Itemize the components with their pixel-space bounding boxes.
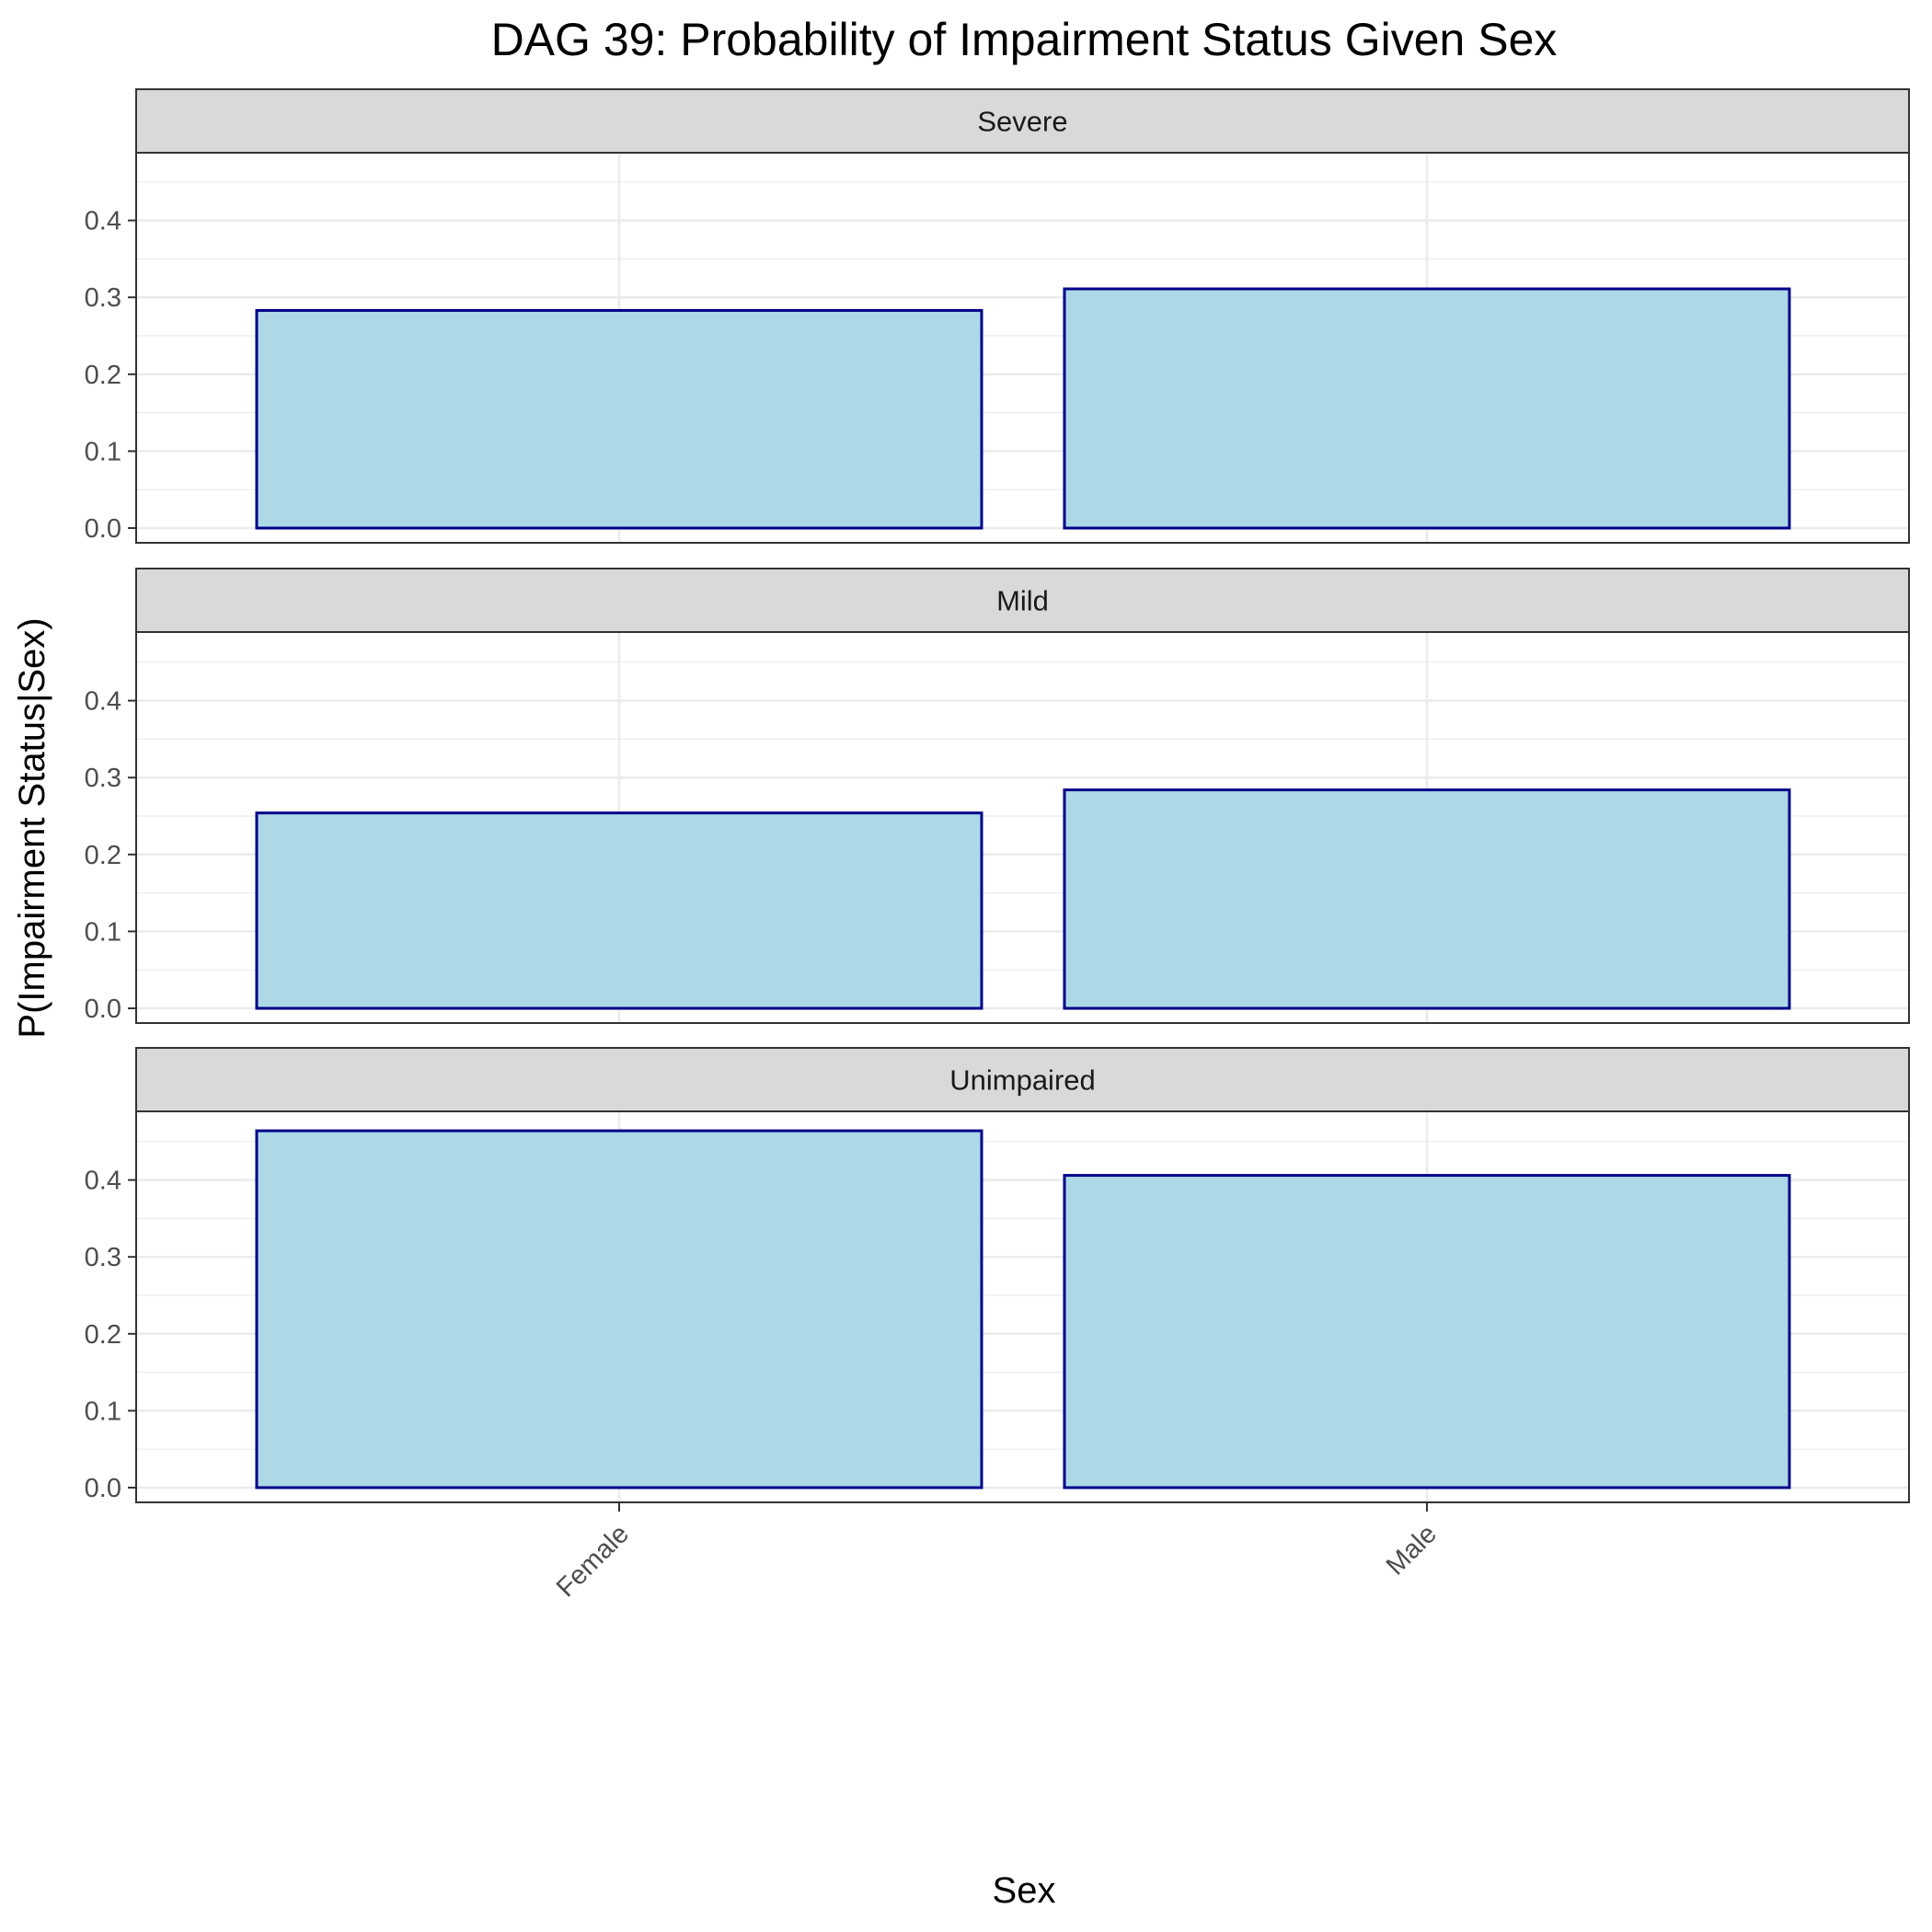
- bar-mild-female: [255, 811, 983, 1010]
- bar-unimpaired-female: [255, 1129, 983, 1489]
- bar-unimpaired-male: [1063, 1174, 1791, 1489]
- x-axis-title: Sex: [993, 1870, 1056, 1911]
- facet-strip: [135, 88, 1910, 154]
- facet-strip-label: Unimpaired: [949, 1064, 1096, 1097]
- x-tick-label-female: Female: [551, 1519, 635, 1603]
- x-axis: Female Male: [551, 1502, 1443, 1603]
- facet-panels: Severe 0.0 0.1 0.2 0.3 0.4 Mild 0.0 0.1 0.2 0.3 0.4…: [85, 88, 1910, 1503]
- y-tick-label: 0.4: [85, 687, 121, 717]
- y-tick-label: 0.3: [85, 1243, 121, 1272]
- bar-severe-female: [255, 308, 983, 530]
- facet-strip: [135, 1047, 1910, 1112]
- y-tick-label: 0.1: [85, 917, 121, 947]
- y-tick-label: 0.4: [85, 1167, 121, 1196]
- facet-strip-label: Severe: [977, 106, 1067, 138]
- y-axis-title: P(Impairment Status|Sex): [12, 617, 52, 1038]
- x-tick-label-male: Male: [1381, 1519, 1443, 1581]
- y-tick-label: 0.0: [85, 514, 121, 544]
- y-tick-label: 0.2: [85, 841, 121, 870]
- y-tick-label: 0.4: [85, 207, 121, 236]
- chart-title: DAG 39: Probability of Impairment Status…: [491, 14, 1558, 65]
- facet-unimpaired: Unimpaired 0.0 0.1 0.2 0.3 0.4: [85, 1047, 1910, 1503]
- bar-mild-male: [1063, 788, 1791, 1010]
- y-tick-label: 0.0: [85, 995, 121, 1024]
- bar-severe-male: [1063, 287, 1791, 530]
- y-tick-label: 0.3: [85, 764, 121, 793]
- y-tick-label: 0.3: [85, 283, 121, 313]
- panel-border: [135, 152, 1910, 544]
- y-tick-label: 0.1: [85, 437, 121, 466]
- y-tick-label: 0.2: [85, 361, 121, 390]
- y-tick-label: 0.0: [85, 1474, 121, 1503]
- facet-strip: [135, 568, 1910, 633]
- facet-mild: Mild 0.0 0.1 0.2 0.3 0.4: [85, 568, 1910, 1024]
- panel-border: [135, 1110, 1910, 1503]
- y-tick-label: 0.1: [85, 1397, 121, 1426]
- facet-strip-label: Mild: [996, 585, 1049, 617]
- facet-severe: Severe 0.0 0.1 0.2 0.3 0.4: [85, 88, 1910, 544]
- y-tick-label: 0.2: [85, 1320, 121, 1350]
- panel-border: [135, 631, 1910, 1024]
